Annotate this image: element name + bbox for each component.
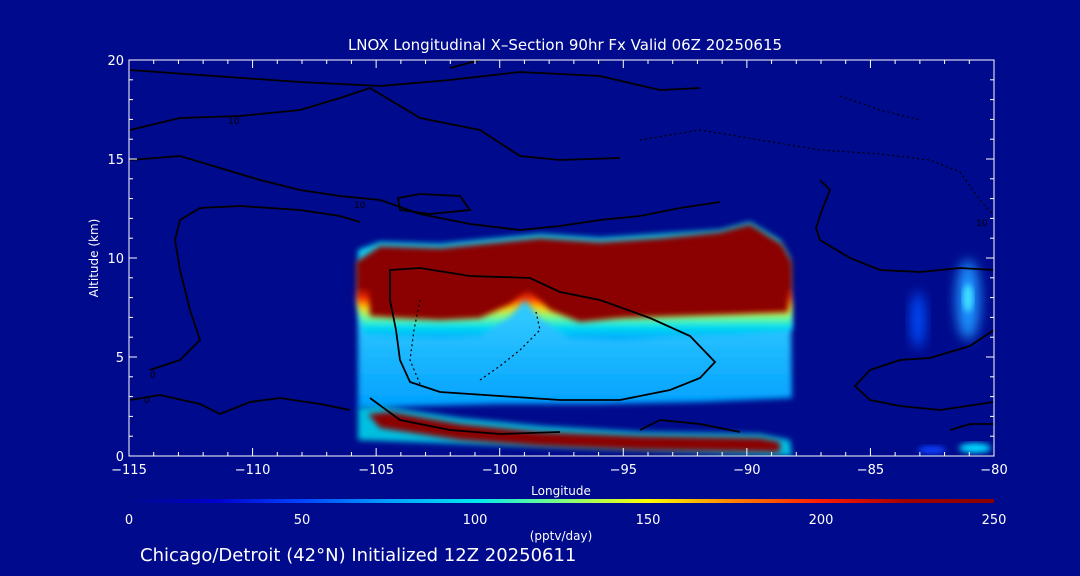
contour-line — [129, 69, 701, 91]
x-tick-label: −105 — [358, 463, 394, 478]
chart-title: LNOX Longitudinal X–Section 90hr Fx Vali… — [348, 36, 782, 54]
colorbar-tick-label: 0 — [125, 513, 133, 528]
y-tick-label: 15 — [107, 153, 124, 168]
caption: Chicago/Detroit (42°N) Initialized 12Z 2… — [140, 545, 576, 566]
colorbar-ticks: 0 50 100 150 200 250 — [125, 513, 1007, 528]
x-axis-label: Longitude — [531, 484, 591, 498]
y-axis: 0 5 10 15 20 — [107, 54, 994, 465]
contour-line — [949, 423, 994, 431]
x-axis: −115 −110 −105 −100 −95 −90 −85 −80 — [111, 60, 1008, 478]
contour-label: 10 — [354, 201, 366, 211]
x-tick-label: −100 — [482, 463, 518, 478]
colorbar-tick-label: 100 — [463, 513, 488, 528]
x-tick-label: −115 — [111, 463, 147, 478]
contour-label: 10 — [976, 219, 988, 229]
contour-line — [149, 205, 361, 371]
contour-label: 10 — [228, 117, 240, 127]
x-tick-label: −95 — [610, 463, 637, 478]
contour-lines — [129, 60, 994, 435]
y-tick-label: 0 — [116, 450, 124, 465]
contour-lines-dotted — [409, 95, 994, 385]
colorbar — [129, 499, 994, 503]
heatmap-cell-east-1 — [911, 292, 925, 348]
x-tick-label: −90 — [733, 463, 760, 478]
x-tick-label: −80 — [980, 463, 1007, 478]
contour-line — [815, 179, 994, 273]
contour-line — [853, 329, 994, 411]
y-tick-label: 10 — [107, 252, 124, 267]
contour-line-dotted — [639, 129, 994, 217]
x-tick-label: −85 — [857, 463, 884, 478]
contour-labels: 10 10 0 0 10 — [144, 117, 988, 406]
colorbar-tick-label: 50 — [294, 513, 311, 528]
contour-line — [396, 193, 472, 215]
y-tick-label: 5 — [116, 351, 124, 366]
heatmap-core-upper — [368, 236, 788, 322]
colorbar-tick-label: 200 — [809, 513, 834, 528]
contour-line — [389, 267, 717, 401]
y-axis-label: Altitude (km) — [87, 219, 101, 298]
contour-line — [639, 419, 741, 433]
heatmap-field — [356, 222, 991, 456]
contour-line — [369, 397, 561, 435]
contour-line — [129, 394, 351, 415]
contour-line-dotted — [479, 311, 541, 381]
contour-label: 0 — [150, 371, 156, 381]
heatmap-cell-east-surface — [959, 443, 991, 453]
heatmap-core-low — [368, 412, 780, 452]
contour-line-dotted — [409, 299, 421, 385]
contour-line — [129, 87, 621, 161]
x-tick-label: −110 — [235, 463, 271, 478]
heatmap-cell-east-2-core — [963, 284, 973, 312]
heatmap-cell-east-surface-2 — [918, 446, 946, 454]
contour-line — [129, 155, 721, 231]
contour-label: 0 — [144, 396, 150, 406]
colorbar-tick-label: 250 — [982, 513, 1007, 528]
colorbar-label: (pptv/day) — [530, 529, 593, 543]
colorbar-tick-label: 150 — [636, 513, 661, 528]
y-tick-label: 20 — [107, 54, 124, 69]
